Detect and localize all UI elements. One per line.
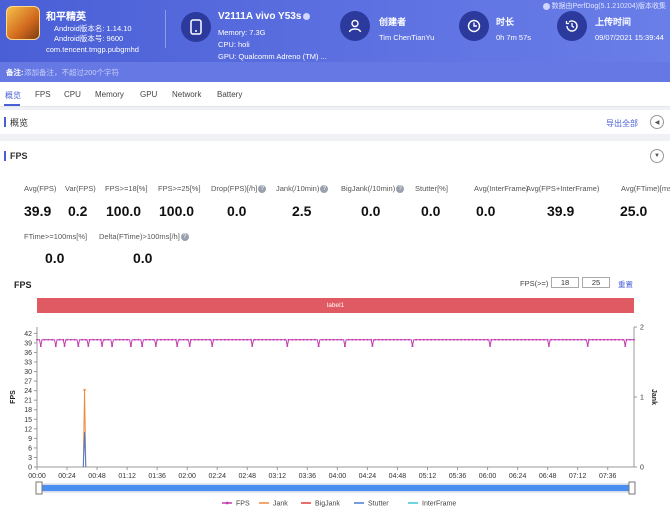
metric-value: 25.0 [620,203,648,219]
overview-section: 概览 导出全部 ◀ [0,110,670,134]
device-memory: Memory: 7.3G [218,28,266,37]
metric-value: 2.5 [292,203,312,219]
metric-value: 100.0 [106,203,142,219]
overview-title: 概览 [10,118,29,128]
tab-overview[interactable]: 概览 [5,91,21,100]
upload-time-label: 上传时间 [595,17,632,27]
tab-bar: 概览 FPS CPU Memory GPU Network Battery [0,82,670,107]
fps-threshold-1-input[interactable]: 18 [551,277,579,288]
fps-section-title: FPS [10,151,28,161]
tab-network[interactable]: Network [172,90,202,99]
metric-label: Avg(FPS+InterFrame) [526,184,600,193]
tab-battery[interactable]: Battery [217,90,243,99]
app-name: 和平精英 [46,12,86,23]
metric-value: 0.0 [476,203,496,219]
metric-value: 39.9 [24,203,52,219]
metric-value: 0.2 [68,203,88,219]
tab-fps[interactable]: FPS [35,90,51,99]
tab-gpu[interactable]: GPU [140,90,158,99]
device-cpu: CPU: holi [218,40,250,49]
creator-value: Tim ChenTianYu [379,33,435,42]
triangle-left-icon: ◀ [654,119,660,126]
upload-time-value: 09/07/2021 15:39:44 [595,33,664,42]
phone-icon [181,12,211,42]
metric-label: Jank(/10min)? [276,184,329,194]
help-icon[interactable]: ? [258,185,267,194]
metric-value: 0.0 [421,203,441,219]
section-marker [4,117,6,127]
note-input[interactable]: 添加备注，不超过200个字符 [24,68,120,77]
fps-threshold-2-input[interactable]: 25 [582,277,610,288]
note-label: 备注: [6,68,24,77]
help-icon[interactable]: ? [396,185,405,194]
metric-label: BigJank(/10min)? [341,184,405,194]
metric-value: 0.0 [361,203,381,219]
tab-memory[interactable]: Memory [95,90,124,99]
tab-cpu[interactable]: CPU [64,90,81,99]
report-header: 和平精英 Android版本名: 1.14.10 Android版本号: 960… [0,0,670,62]
android-version-code: Android版本号: 9600 [54,34,124,43]
help-icon[interactable]: ? [180,233,189,242]
metric-label: Avg(InterFrame) [474,184,529,193]
device-name: V2111A vivo Y53s [218,11,311,22]
duration-value: 0h 7m 57s [496,33,532,42]
app-icon [6,6,40,40]
divider [165,10,166,48]
reset-button[interactable]: 重置 [618,280,633,289]
metric-value: 0.0 [133,250,153,266]
section-marker [4,151,6,161]
info-icon [542,2,550,10]
metric-label: Avg(FTime)[ms] [621,184,670,193]
metric-label: FPS>=25[%] [158,184,201,193]
metric-label: Stutter[%] [415,184,448,193]
duration-label: 时长 [496,17,515,27]
expand-button[interactable]: ▼ [650,149,664,163]
active-tab-indicator [4,104,20,106]
metric-label: FPS>=18[%] [105,184,148,193]
note-bar: 备注: 添加备注，不超过200个字符 [0,62,670,82]
metric-label: Avg(FPS) [24,184,57,193]
collapse-button[interactable]: ◀ [650,115,664,129]
triangle-down-icon: ▼ [654,153,660,159]
export-all-link[interactable]: 导出全部 [606,119,638,128]
metric-value: 0.0 [227,203,247,219]
metric-label: Delta(FTime)>100ms[/h]? [99,232,189,242]
app-version-info: Android版本名: 1.14.10 Android版本号: 9600 [54,24,132,44]
metric-label: Var(FPS) [65,184,96,193]
android-version-name: Android版本名: 1.14.10 [54,24,132,33]
metric-label: Drop(FPS)[/h]? [211,184,267,194]
history-icon [557,11,587,41]
metric-label: FTime>=100ms[%] [24,232,88,241]
fps-filter-label: FPS(>=) [520,279,549,288]
chart-title: FPS [14,280,32,290]
fps-section: FPS ▼ [0,141,670,509]
metric-value: 39.9 [547,203,575,219]
metric-value: 0.0 [45,250,65,266]
perfdog-credit: 数据由PerfDog(5.1.210204)版本收集 [541,1,666,11]
creator-label: 创建者 [379,17,407,27]
info-icon[interactable] [303,12,311,20]
clock-icon [459,11,489,41]
metric-value: 100.0 [159,203,195,219]
user-icon [340,11,370,41]
device-gpu: GPU: Qualcomm Adreno (TM) ... [218,52,327,61]
help-icon[interactable]: ? [320,185,329,194]
label-band[interactable]: label1 [37,298,634,313]
package-name: com.tencent.tmgp.pubgmhd [46,45,139,54]
